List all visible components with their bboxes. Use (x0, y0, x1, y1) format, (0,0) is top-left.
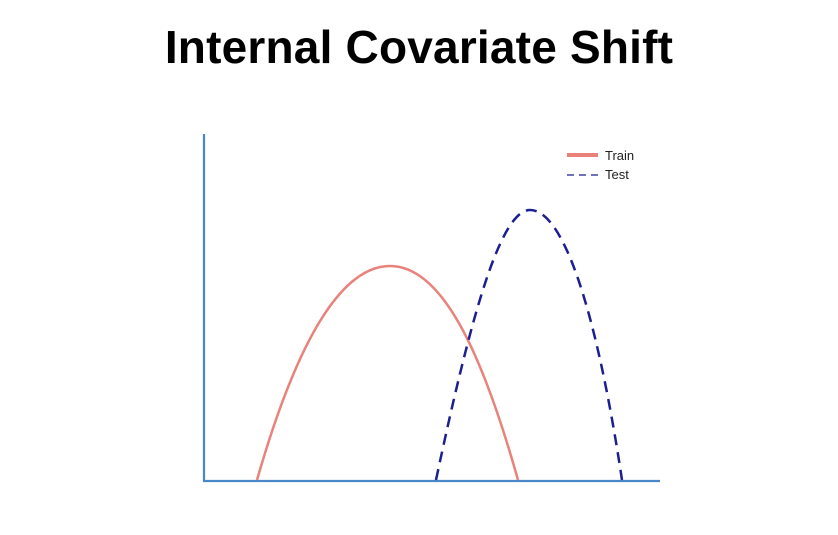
legend-label-train: Train (605, 148, 634, 163)
diagram-title: Internal Covariate Shift (164, 21, 674, 73)
test-curve (434, 208, 624, 481)
train-curve (255, 264, 520, 481)
legend-item-test: Test (567, 167, 629, 182)
legend: Train Test (567, 148, 634, 182)
legend-label-test: Test (605, 167, 629, 182)
legend-item-train: Train (567, 148, 634, 163)
